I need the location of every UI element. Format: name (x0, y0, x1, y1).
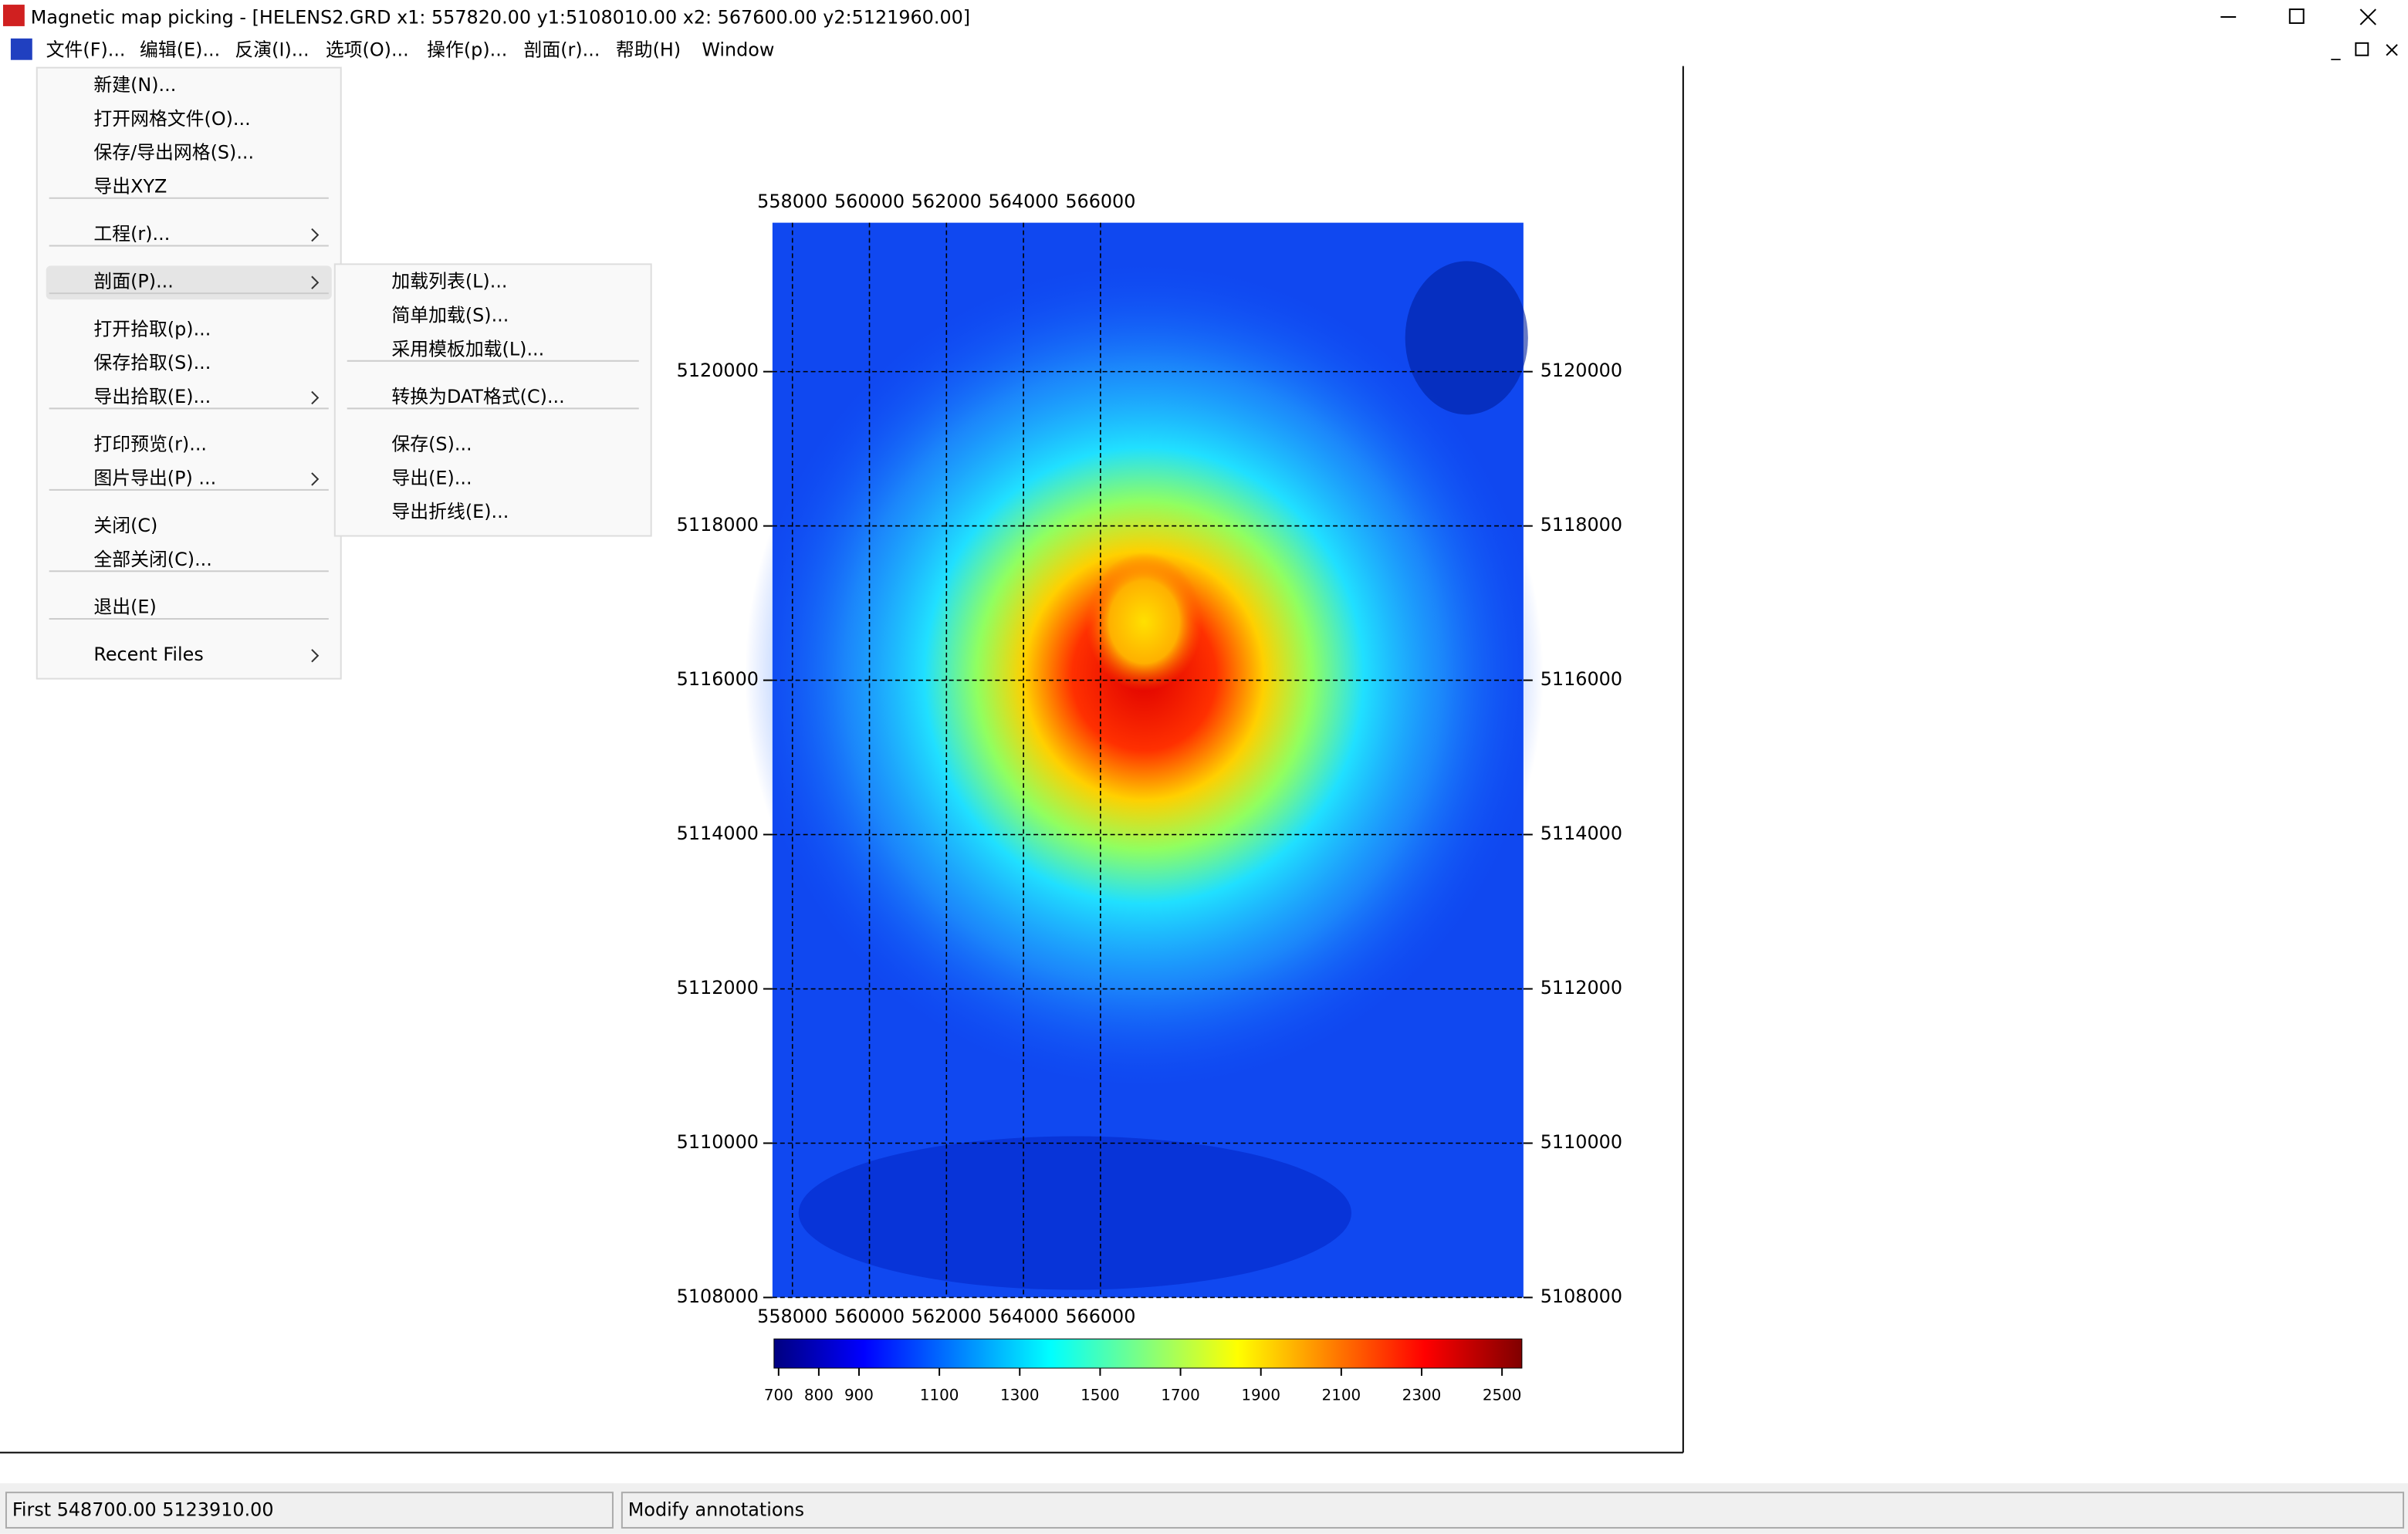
menu-item[interactable]: Recent Files (93, 644, 203, 665)
y-tick-label: 5120000 (1541, 360, 1622, 381)
menu-item[interactable]: 采用模板加载(L)... (391, 338, 544, 360)
heatmap-low (1405, 261, 1528, 415)
colorbar-label: 1100 (920, 1386, 959, 1404)
x-tick-label: 558000 (757, 1306, 827, 1327)
window-title: Magnetic map picking - [HELENS2.GRD x1: … (31, 6, 970, 28)
menu-item[interactable]: 转换为DAT格式(C)... (391, 386, 564, 407)
menu-item: 导出折线(E)... (391, 501, 509, 522)
app-icon (2, 5, 25, 26)
y-tick-label: 5116000 (1541, 668, 1622, 690)
y-tick-label: 5112000 (677, 977, 759, 998)
menu-item[interactable]: 新建(N)... (93, 74, 176, 96)
menu-item: 保存(S)... (391, 434, 472, 455)
colorbar-label: 700 (764, 1386, 793, 1404)
y-tick-label: 5114000 (677, 823, 759, 844)
mdi-minimize[interactable]: _ (2331, 39, 2342, 60)
menu-bar-item[interactable]: 帮助(H) (616, 39, 681, 60)
menu-item[interactable]: 关闭(C) (93, 515, 157, 536)
mdi-restore[interactable] (2355, 42, 2369, 56)
x-tick-label: 566000 (1065, 191, 1135, 212)
menu-item[interactable]: 导出XYZ (93, 175, 167, 197)
menu-highlight (46, 265, 332, 300)
menu-item[interactable]: 退出(E) (93, 596, 156, 618)
x-tick-label: 562000 (911, 1306, 982, 1327)
menu-item[interactable]: 简单加载(S)... (391, 304, 509, 326)
y-tick-label: 5118000 (1541, 514, 1622, 536)
menu-item[interactable]: 全部关闭(C)... (93, 549, 211, 570)
colorbar-label: 1900 (1241, 1386, 1280, 1404)
colorbar-label: 1300 (1000, 1386, 1040, 1404)
colorbar-label: 900 (844, 1386, 874, 1404)
y-tick-label: 5118000 (677, 514, 759, 536)
menu-item[interactable]: 导出拾取(E)... (93, 386, 211, 407)
menu-item[interactable]: 保存拾取(S)... (93, 352, 211, 373)
close-button[interactable] (2359, 8, 2376, 25)
menu-bar-item[interactable]: 操作(p)... (427, 39, 507, 60)
menu-bar-item[interactable]: 反演(I)... (235, 39, 309, 60)
profile-submenu (333, 263, 652, 537)
menu-item[interactable]: 工程(r)... (93, 223, 170, 245)
mdi-close[interactable] (2386, 44, 2398, 56)
heatmap-low (798, 1136, 1352, 1290)
menu-bar-item[interactable]: 文件(F)... (46, 39, 126, 60)
status-text: First 548700.00 5123910.00 (12, 1499, 274, 1521)
x-tick-label: 560000 (834, 191, 905, 212)
colorbar-label: 2100 (1322, 1386, 1361, 1404)
x-tick-label: 558000 (757, 191, 827, 212)
x-tick-label: 564000 (989, 1306, 1059, 1327)
grid-image (745, 222, 1544, 1298)
colorbar-label: 1500 (1081, 1386, 1120, 1404)
y-tick-label: 5108000 (677, 1286, 759, 1307)
colorbar-label: 1700 (1161, 1386, 1200, 1404)
y-tick-label: 5116000 (677, 668, 759, 690)
y-tick-label: 5114000 (1541, 823, 1622, 844)
y-tick-label: 5120000 (677, 360, 759, 381)
y-tick-label: 5108000 (1541, 1286, 1622, 1307)
x-tick-label: 564000 (989, 191, 1059, 212)
doc-icon (10, 38, 32, 60)
map-axes: 558000 558000 560000 560000 562000 562000 5640… (677, 191, 1622, 1404)
colorbar (773, 1338, 1523, 1369)
heatmap-crater (1085, 552, 1203, 691)
menu-item[interactable]: 打开网格文件(O)... (93, 108, 250, 130)
submenu-arrow (311, 472, 320, 486)
menu-item[interactable]: 图片导出(P) ... (93, 467, 216, 488)
menu-items: 文件(F)... 编辑(E)... 反演(I)... 选项(O)... 操作(p)...… (46, 39, 775, 60)
menu-bar-item[interactable]: 剖面(r)... (524, 39, 600, 60)
menu-item[interactable]: 打开拾取(p)... (93, 318, 211, 340)
menu-item[interactable]: 加载列表(L)... (391, 271, 507, 292)
menu-item[interactable]: 剖面(P)... (93, 271, 173, 292)
menu-item: 导出(E)... (391, 467, 472, 488)
y-tick-label: 5112000 (1541, 977, 1622, 998)
menu-bar-item[interactable]: 选项(O)... (326, 39, 409, 60)
submenu-arrow (311, 228, 320, 242)
menu-item[interactable]: 保存/导出网格(S)... (93, 142, 254, 164)
y-tick-label: 5110000 (1541, 1131, 1622, 1153)
submenu-arrow (311, 649, 320, 663)
status-pane (5, 1492, 614, 1529)
restore-button[interactable] (2288, 8, 2305, 24)
x-tick-label: 566000 (1065, 1306, 1135, 1327)
file-menu (36, 66, 342, 680)
status-text: Modify annotations (628, 1499, 804, 1521)
x-tick-label: 560000 (834, 1306, 905, 1327)
x-tick-label: 562000 (911, 191, 982, 212)
y-tick-label: 5110000 (677, 1131, 759, 1153)
menu-item[interactable]: 打印预览(r)... (93, 434, 207, 455)
menu-bar-item[interactable]: Window (702, 39, 774, 60)
status-pane (621, 1492, 2405, 1529)
menu-bar (0, 33, 2408, 66)
title-bar (0, 0, 2408, 34)
colorbar-label: 800 (804, 1386, 834, 1404)
submenu-arrow (311, 275, 320, 289)
colorbar-label: 2300 (1402, 1386, 1442, 1404)
colorbar-label: 2500 (1483, 1386, 1522, 1404)
menu-bar-item[interactable]: 编辑(E)... (140, 39, 220, 60)
submenu-arrow (311, 390, 320, 405)
menu-entries: 新建(N)... 打开网格文件(O)... 保存/导出网格(S)... 导出XYZ 工程… (46, 74, 639, 665)
